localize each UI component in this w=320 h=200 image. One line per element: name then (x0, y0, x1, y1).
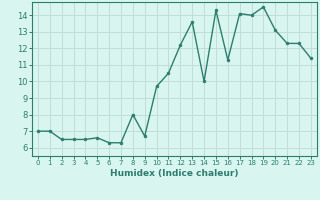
X-axis label: Humidex (Indice chaleur): Humidex (Indice chaleur) (110, 169, 239, 178)
